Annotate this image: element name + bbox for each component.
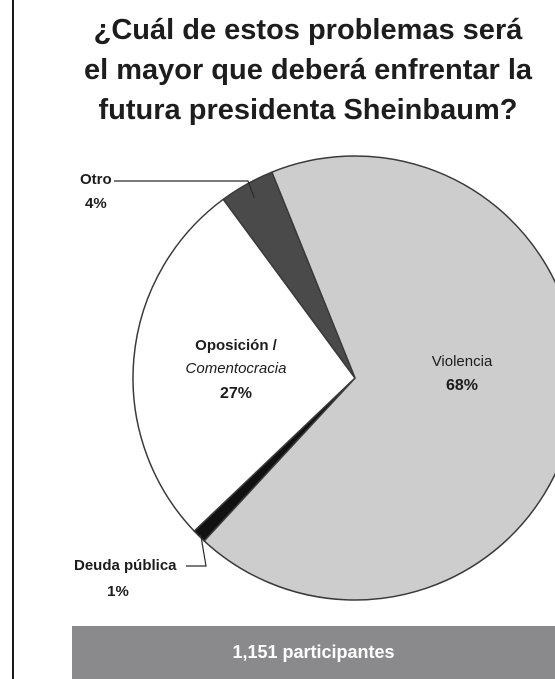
participants-banner: 1,151 participantes (72, 626, 555, 679)
slice-value-oposicion: 27% (220, 385, 252, 402)
slice-label-otro: Otro (80, 171, 112, 188)
title-line-3: futura presidenta Sheinbaum? (98, 94, 518, 126)
left-divider-rule (12, 0, 14, 679)
participants-count: 1,151 participantes (232, 642, 395, 662)
pie-leader-lines (114, 180, 255, 567)
chart-title: ¿Cuál de estos problemas será el mayor q… (48, 10, 555, 130)
leader-line-otro (114, 180, 255, 198)
pie-labels: Violencia 68% Oposición / Comentocracia … (74, 171, 493, 600)
pie-slice-violencia (203, 155, 555, 601)
pie-slices (132, 155, 555, 601)
pie-slice-oposicion-comentocracia (132, 198, 356, 533)
leader-line-deuda (186, 534, 207, 567)
slice-value-otro: 4% (85, 195, 107, 212)
pie-slice-otro (222, 171, 356, 379)
slice-label-violencia: Violencia (432, 353, 493, 370)
slice-value-violencia: 68% (446, 377, 478, 394)
slice-label-comentocracia: Comentocracia (186, 360, 287, 377)
title-line-1: ¿Cuál de estos problemas será (93, 14, 523, 46)
slice-label-oposicion: Oposición / (195, 337, 278, 354)
slice-value-deuda: 1% (107, 583, 129, 600)
title-line-2: el mayor que deberá enfrentar la (83, 54, 533, 86)
slice-label-deuda: Deuda pública (74, 557, 177, 574)
